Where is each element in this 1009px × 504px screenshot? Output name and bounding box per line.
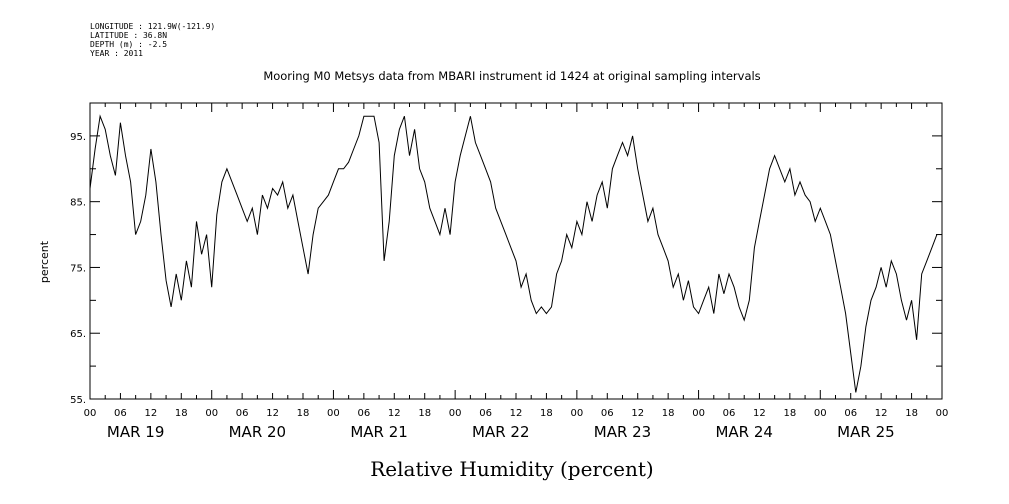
x-hour-tick-label: 18 — [905, 408, 918, 419]
x-hour-tick-label: 18 — [540, 408, 553, 419]
longitude-label: LONGITUDE : 121.9W(-121.9) — [90, 22, 216, 31]
x-hour-tick-label: 12 — [144, 408, 157, 419]
chart-title: Mooring M0 Metsys data from MBARI instru… — [263, 69, 760, 83]
x-hour-tick-label: 12 — [875, 408, 888, 419]
depth-label: DEPTH (m) : -2.5 — [90, 40, 168, 49]
x-hour-tick-label: 12 — [753, 408, 766, 419]
x-hour-tick-label: 06 — [114, 408, 127, 419]
y-tick-label: 65. — [70, 329, 86, 340]
x-hour-tick-label: 00 — [84, 408, 97, 419]
x-day-label: MAR 23 — [594, 423, 651, 441]
year-label: YEAR : 2011 — [90, 49, 143, 58]
plot-frame — [89, 102, 943, 400]
metadata-block: LONGITUDE : 121.9W(-121.9) LATITUDE : 36… — [90, 22, 215, 58]
x-hour-tick-label: 12 — [266, 408, 279, 419]
x-day-label: MAR 22 — [472, 423, 529, 441]
x-hour-tick-label: 00 — [692, 408, 705, 419]
x-hour-tick-label: 06 — [844, 408, 857, 419]
x-day-label: MAR 24 — [715, 423, 772, 441]
x-hour-tick-label: 12 — [631, 408, 644, 419]
x-hour-tick-label: 00 — [570, 408, 583, 419]
y-tick-label: 75. — [70, 263, 86, 274]
x-hour-tick-label: 06 — [479, 408, 492, 419]
x-hour-tick-label: 06 — [723, 408, 736, 419]
x-hour-tick-label: 00 — [936, 408, 949, 419]
x-hour-tick-label: 18 — [418, 408, 431, 419]
series-line-relative-humidity — [89, 114, 938, 393]
x-hour-tick-label: 06 — [236, 408, 249, 419]
x-day-label: MAR 19 — [107, 423, 164, 441]
x-hour-tick-label: 00 — [327, 408, 340, 419]
x-hour-tick-label: 18 — [783, 408, 796, 419]
x-axis: 00 06 12 18 00 06 12 18 00 06 12 18 00 06 12 18 00 06 12 18… — [84, 103, 949, 441]
y-tick-label: 85. — [70, 198, 86, 209]
x-axis-label: Relative Humidity (percent) — [370, 457, 653, 481]
x-hour-tick-label: 18 — [662, 408, 675, 419]
x-hour-tick-label: 12 — [510, 408, 523, 419]
y-axis-label: percent — [38, 240, 51, 283]
x-hour-tick-label: 00 — [449, 408, 462, 419]
x-day-label: MAR 25 — [837, 423, 894, 441]
y-tick-label: 95. — [70, 132, 86, 143]
latitude-label: LATITUDE : 36.8N — [90, 31, 168, 40]
x-hour-tick-label: 18 — [297, 408, 310, 419]
y-tick-label: 55. — [70, 395, 86, 406]
x-hour-tick-label: 06 — [357, 408, 370, 419]
x-hour-tick-label: 00 — [814, 408, 827, 419]
x-hour-tick-label: 06 — [601, 408, 614, 419]
x-hour-tick-label: 18 — [175, 408, 188, 419]
x-hour-tick-label: 00 — [205, 408, 218, 419]
x-day-label: MAR 21 — [350, 423, 407, 441]
y-axis: 55. 65. 75. 85. 95. — [70, 132, 942, 406]
x-hour-tick-label: 12 — [388, 408, 401, 419]
x-day-label: MAR 20 — [229, 423, 286, 441]
